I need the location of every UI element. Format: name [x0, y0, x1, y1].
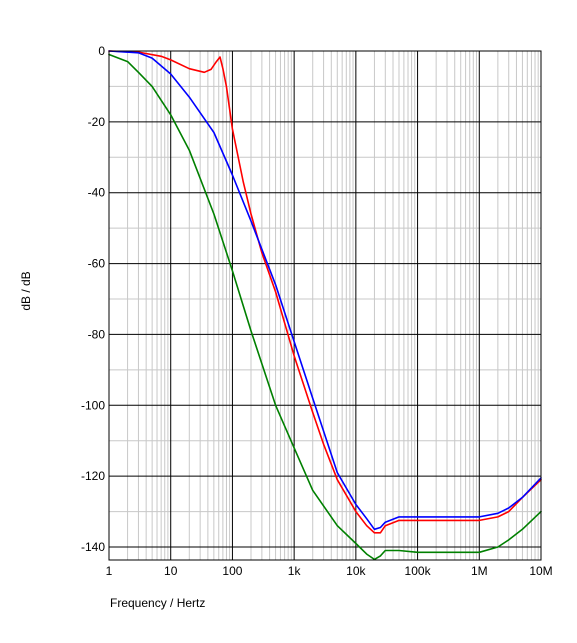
y-tick-label: -80 [88, 327, 106, 341]
series-line-3 [108, 53, 542, 561]
y-tick-label: -60 [88, 257, 106, 271]
x-axis-label: Frequency / Hertz [110, 596, 205, 610]
x-tick-label: 10k [346, 564, 366, 578]
x-tick-label: 1M [471, 564, 488, 578]
series-line-1 [108, 50, 542, 534]
y-axis-label: dB / dB [19, 271, 33, 310]
plot-frame [108, 50, 542, 561]
x-tick-labels: 1 10 100 1k 10k 100k 1M 10M [106, 564, 553, 578]
y-tick-label: -20 [88, 115, 106, 129]
y-tick-labels: 0 -20 -40 -60 -80 -100 -120 -140 [81, 44, 105, 554]
y-tick-label: -40 [88, 186, 106, 200]
y-tick-label: -100 [81, 398, 105, 412]
series-line-2 [108, 50, 542, 531]
x-tick-label: 1 [106, 564, 113, 578]
series-layer [108, 50, 542, 561]
y-tick-label: 0 [98, 44, 105, 58]
y-tick-label: -120 [81, 469, 105, 483]
minor-gridlines [109, 51, 541, 560]
x-tick-label: 10 [164, 564, 178, 578]
x-tick-label: 100k [405, 564, 432, 578]
y-tick-label: -140 [81, 540, 105, 554]
x-tick-label: 10M [529, 564, 552, 578]
x-tick-label: 1k [288, 564, 302, 578]
x-tick-label: 100 [222, 564, 242, 578]
